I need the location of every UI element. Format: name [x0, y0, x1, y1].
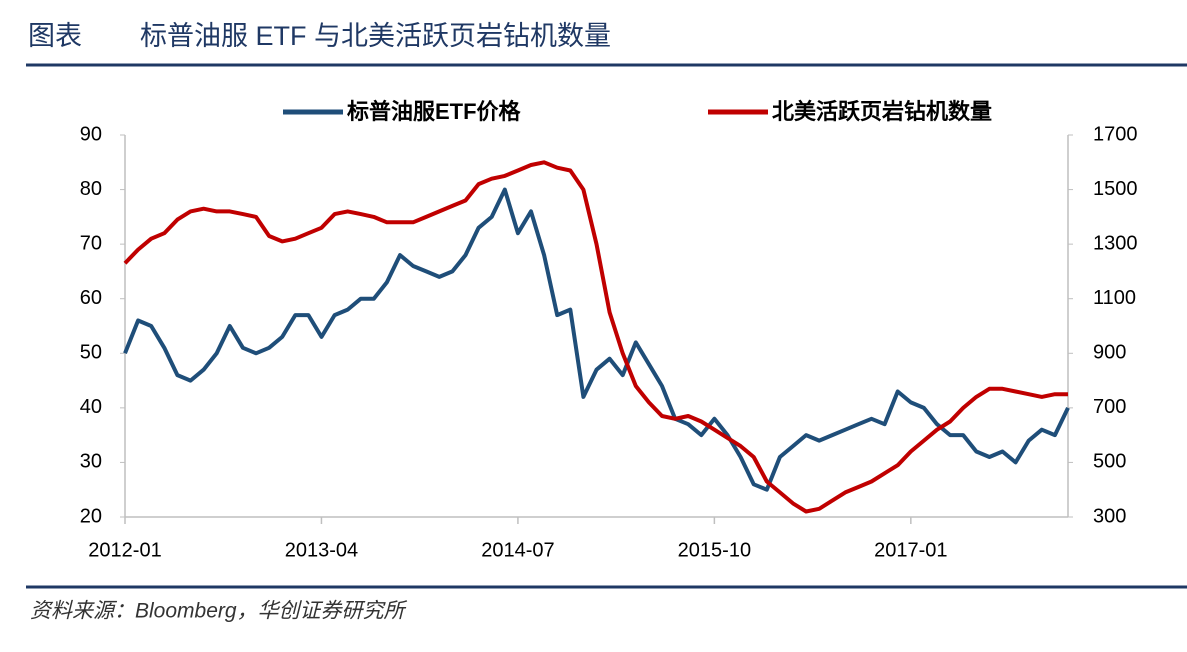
y2-tick-label: 500	[1093, 451, 1126, 473]
y2-tick-label: 700	[1093, 396, 1126, 418]
y-tick-label: 70	[80, 232, 102, 254]
y2-tick-label: 900	[1093, 342, 1126, 364]
source-note: 资料来源：Bloomberg，华创证券研究所	[30, 600, 408, 623]
y2-tick-label: 1500	[1093, 178, 1138, 200]
header-label: 图表	[28, 21, 82, 51]
x-tick-label: 2017-01	[874, 539, 947, 561]
legend-label: 北美活跃页岩钻机数量	[772, 99, 992, 124]
y-tick-label: 80	[80, 178, 102, 200]
series-line	[123, 187, 1070, 492]
series-line	[123, 160, 1068, 514]
y2-tick-label: 1100	[1093, 287, 1136, 309]
y-tick-label: 30	[80, 451, 102, 473]
x-tick-label: 2013-04	[285, 539, 358, 561]
x-tick-label: 2015-10	[678, 539, 751, 561]
y2-tick-label: 300	[1093, 505, 1126, 527]
legend-label: 标普油服ETF价格	[347, 99, 522, 124]
y-tick-label: 40	[80, 396, 102, 418]
y-tick-label: 60	[80, 287, 102, 309]
chart-title: 标普油服 ETF 与北美活跃页岩钻机数量	[140, 21, 611, 51]
x-tick-label: 2014-07	[481, 539, 554, 561]
y-tick-label: 90	[80, 123, 102, 145]
y2-tick-label: 1300	[1093, 232, 1138, 254]
x-tick-label: 2012-01	[88, 539, 161, 561]
y-tick-label: 50	[80, 342, 102, 364]
y-tick-label: 20	[80, 505, 102, 527]
y2-tick-label: 1700	[1093, 123, 1138, 145]
